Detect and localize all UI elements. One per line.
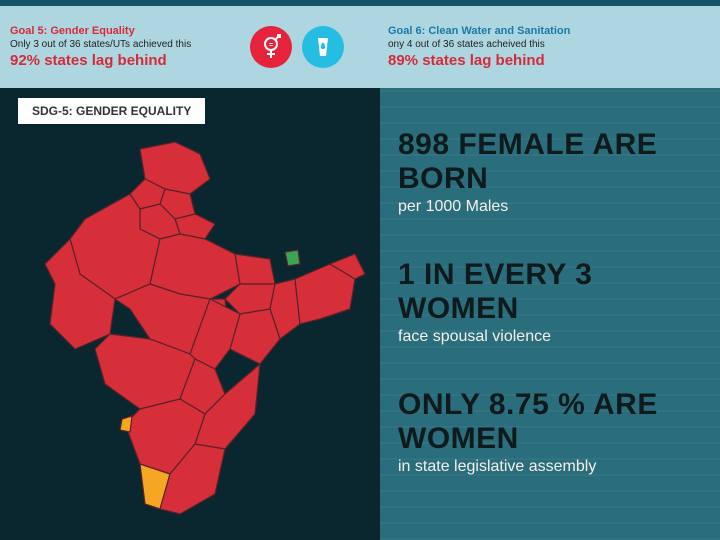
goal6-title: Goal 6: Clean Water and Sanitation bbox=[388, 25, 618, 37]
stats-panel: 898 FEMALE ARE BORN per 1000 Males 1 IN … bbox=[380, 88, 720, 540]
clean-water-icon bbox=[302, 26, 344, 68]
stat-sub: per 1000 Males bbox=[398, 198, 702, 216]
goal6-lag: 89% states lag behind bbox=[388, 52, 618, 69]
stat-headline: 1 IN EVERY 3 WOMEN bbox=[398, 258, 702, 326]
gender-equality-icon: = bbox=[250, 26, 292, 68]
goal5-block: Goal 5: Gender Equality Only 3 out of 36… bbox=[10, 25, 240, 69]
map-panel: SDG-5: GENDER EQUALITY bbox=[0, 88, 380, 540]
header-band: Goal 5: Gender Equality Only 3 out of 36… bbox=[0, 0, 720, 88]
stat-block: 1 IN EVERY 3 WOMEN face spousal violence bbox=[398, 258, 702, 346]
goal6-block: Goal 6: Clean Water and Sanitation ony 4… bbox=[388, 25, 618, 69]
india-map bbox=[0, 124, 380, 524]
stat-headline: 898 FEMALE ARE BORN bbox=[398, 128, 702, 196]
main-content: SDG-5: GENDER EQUALITY bbox=[0, 88, 720, 540]
svg-text:=: = bbox=[269, 42, 273, 49]
map-title: SDG-5: GENDER EQUALITY bbox=[18, 98, 205, 124]
goal5-lag: 92% states lag behind bbox=[10, 52, 240, 69]
goal5-title: Goal 5: Gender Equality bbox=[10, 25, 240, 37]
stat-sub: face spousal violence bbox=[398, 328, 702, 346]
goal5-sub: Only 3 out of 36 states/UTs achieved thi… bbox=[10, 39, 240, 50]
goal6-sub: ony 4 out of 36 states acheived this bbox=[388, 39, 618, 50]
stat-sub: in state legislative assembly bbox=[398, 458, 702, 476]
stat-headline: ONLY 8.75 % ARE WOMEN bbox=[398, 388, 702, 456]
stat-block: ONLY 8.75 % ARE WOMEN in state legislati… bbox=[398, 388, 702, 476]
header-icons: = bbox=[246, 26, 348, 68]
stat-block: 898 FEMALE ARE BORN per 1000 Males bbox=[398, 128, 702, 216]
